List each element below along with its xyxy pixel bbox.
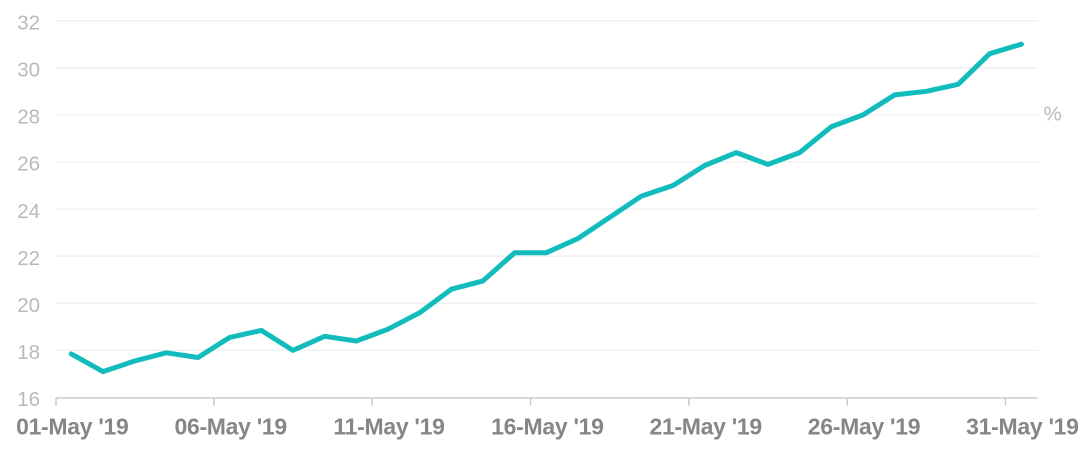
- svg-text:%: %: [1044, 103, 1062, 126]
- svg-text:32: 32: [17, 11, 40, 34]
- svg-text:22: 22: [17, 247, 40, 270]
- svg-text:01-May '19: 01-May '19: [16, 414, 128, 440]
- svg-text:31-May '19: 31-May '19: [966, 414, 1078, 440]
- svg-text:18: 18: [17, 341, 40, 364]
- svg-text:06-May '19: 06-May '19: [174, 414, 286, 440]
- svg-text:16: 16: [17, 388, 40, 411]
- svg-text:28: 28: [17, 106, 40, 129]
- svg-text:26: 26: [17, 153, 40, 176]
- svg-text:24: 24: [17, 200, 40, 223]
- svg-text:16-May '19: 16-May '19: [491, 414, 603, 440]
- svg-text:11-May '19: 11-May '19: [333, 414, 444, 440]
- svg-text:26-May '19: 26-May '19: [808, 414, 920, 440]
- svg-text:21-May '19: 21-May '19: [649, 414, 761, 440]
- svg-text:20: 20: [17, 294, 40, 317]
- svg-text:30: 30: [17, 59, 40, 82]
